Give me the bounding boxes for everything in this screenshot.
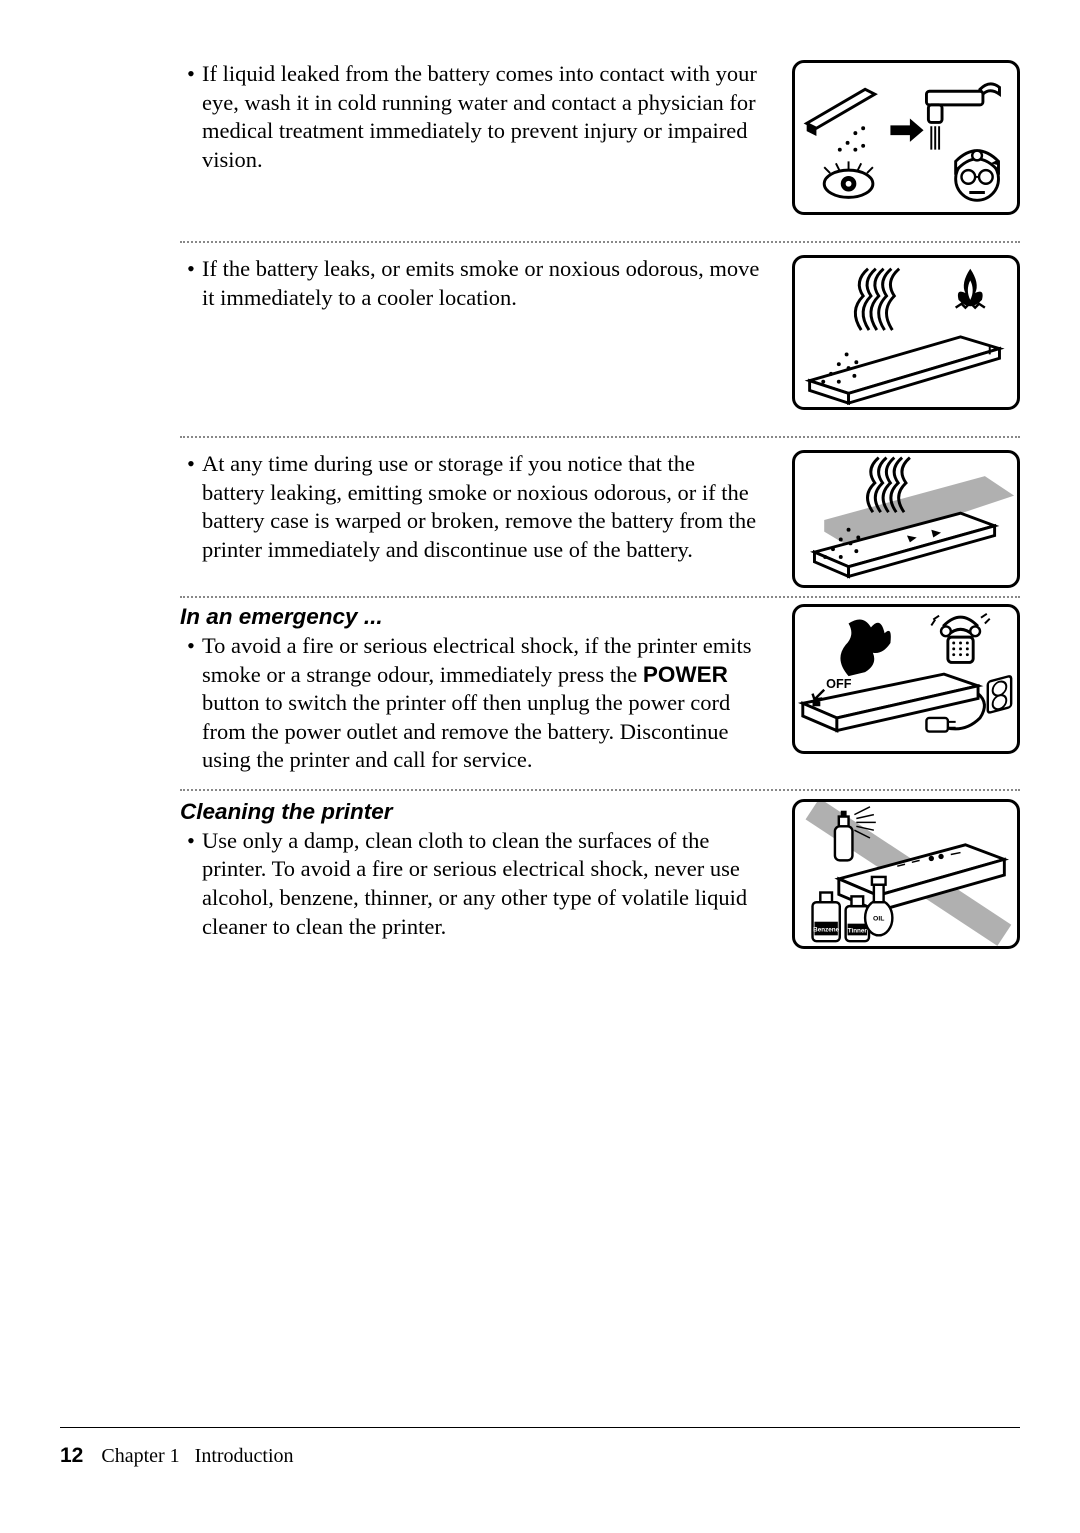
text-column: • If liquid leaked from the battery come…	[180, 60, 772, 215]
eye-icon	[824, 161, 873, 197]
bullet-marker: •	[180, 60, 202, 174]
figure-column: Benzene Tinner OIL	[792, 799, 1020, 949]
bullet-text: Use only a damp, clean cloth to clean th…	[202, 827, 762, 941]
bullet-text: To avoid a fire or serious electrical sh…	[202, 632, 762, 775]
cleaning-section: Cleaning the printer • Use only a damp, …	[180, 799, 1020, 949]
remove-battery-illustration	[792, 450, 1020, 588]
figure-column	[792, 60, 1020, 215]
bullet-marker: •	[180, 255, 202, 312]
section-separator	[180, 789, 1020, 791]
content-area: • If liquid leaked from the battery come…	[180, 60, 1020, 949]
bullet-item: • To avoid a fire or serious electrical …	[180, 632, 762, 775]
bullet-marker: •	[180, 450, 202, 564]
phone-icon	[931, 614, 989, 663]
text-column: Cleaning the printer • Use only a damp, …	[180, 799, 772, 949]
doctor-icon	[956, 151, 999, 201]
emergency-power-off-illustration: OFF	[792, 604, 1020, 754]
chapter-label: Chapter 1 Introduction	[101, 1445, 293, 1468]
figure-column	[792, 255, 1020, 410]
bullet-item: • Use only a damp, clean cloth to clean …	[180, 827, 762, 941]
figure-column	[792, 450, 1020, 588]
section-separator	[180, 596, 1020, 598]
off-label: OFF	[826, 677, 852, 691]
fire-icon	[956, 269, 985, 308]
footer-rule	[60, 1427, 1020, 1428]
bullet-marker: •	[180, 632, 202, 775]
battery-smoke-fire-illustration	[792, 255, 1020, 410]
text-column: • If the battery leaks, or emits smoke o…	[180, 255, 772, 410]
bullet-marker: •	[180, 827, 202, 941]
benzene-label: Benzene	[813, 926, 839, 933]
section-separator	[180, 436, 1020, 438]
eye-wash-doctor-illustration	[792, 60, 1020, 215]
outlet-icon	[988, 676, 1011, 713]
power-button-label: POWER	[643, 662, 728, 687]
document-page: • If liquid leaked from the battery come…	[0, 0, 1080, 1533]
bullet-item: • If the battery leaks, or emits smoke o…	[180, 255, 762, 312]
bullet-text: If liquid leaked from the battery comes …	[202, 60, 762, 174]
safety-section-1: • If liquid leaked from the battery come…	[180, 60, 1020, 215]
bullet-item: • At any time during use or storage if y…	[180, 450, 762, 564]
tinner-label: Tinner	[848, 927, 868, 934]
bullet-item: • If liquid leaked from the battery come…	[180, 60, 762, 174]
oil-label: OIL	[873, 916, 884, 923]
cleaning-no-solvents-illustration: Benzene Tinner OIL	[792, 799, 1020, 949]
arrow-icon	[890, 119, 923, 142]
text-column: • At any time during use or storage if y…	[180, 450, 772, 588]
section-separator	[180, 241, 1020, 243]
figure-column: OFF	[792, 604, 1020, 777]
footer-text: 12 Chapter 1 Introduction	[60, 1444, 1020, 1468]
page-number: 12	[60, 1444, 83, 1468]
safety-section-3: • At any time during use or storage if y…	[180, 450, 1020, 588]
section-heading: Cleaning the printer	[180, 799, 762, 825]
text-column: In an emergency ... • To avoid a fire or…	[180, 604, 772, 777]
section-heading: In an emergency ...	[180, 604, 762, 630]
emergency-section: In an emergency ... • To avoid a fire or…	[180, 604, 1020, 777]
bullet-text: If the battery leaks, or emits smoke or …	[202, 255, 762, 312]
page-footer: 12 Chapter 1 Introduction	[60, 1427, 1020, 1468]
bullet-text: At any time during use or storage if you…	[202, 450, 762, 564]
safety-section-2: • If the battery leaks, or emits smoke o…	[180, 255, 1020, 410]
